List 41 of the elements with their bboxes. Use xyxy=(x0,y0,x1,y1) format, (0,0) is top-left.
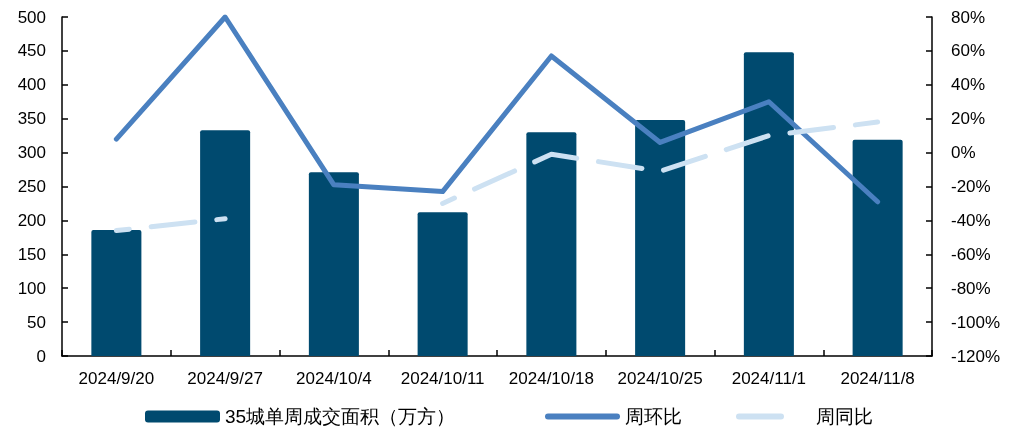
x-tick-label: 2024/10/18 xyxy=(508,369,594,388)
y2-tick-label: -120% xyxy=(951,346,1001,366)
bar xyxy=(526,132,577,356)
y-tick-label: 450 xyxy=(17,41,46,61)
x-tick-label: 2024/10/11 xyxy=(400,369,485,388)
y-tick-label: 300 xyxy=(17,143,46,163)
y-tick-label: 350 xyxy=(17,109,46,129)
y-tick-label: 150 xyxy=(17,244,46,264)
x-tick-label: 2024/9/27 xyxy=(187,369,263,388)
y-tick-label: 400 xyxy=(17,75,46,95)
legend-label: 周环比 xyxy=(625,406,682,427)
y2-tick-label: 0% xyxy=(951,143,976,163)
x-tick-label: 2024/11/8 xyxy=(840,369,915,388)
y2-tick-label: -100% xyxy=(951,312,1001,332)
x-tick-label: 2024/9/20 xyxy=(78,369,155,388)
y2-tick-label: 40% xyxy=(951,75,986,95)
legend-label: 35城单周成交面积（万方） xyxy=(225,406,456,427)
bar xyxy=(852,139,903,356)
y-tick-label: 250 xyxy=(17,177,46,196)
x-tick-label: 2024/10/4 xyxy=(296,369,372,388)
y-tick-label: 0 xyxy=(36,346,46,366)
y-tick-label: 100 xyxy=(17,278,46,298)
x-tick-label: 2024/10/25 xyxy=(617,369,703,388)
y2-tick-label: -80% xyxy=(951,278,991,298)
bar xyxy=(417,212,468,356)
y2-tick-label: 80% xyxy=(951,7,986,27)
y2-tick-label: -20% xyxy=(951,177,991,196)
bar xyxy=(743,52,794,356)
y-tick-label: 50 xyxy=(27,312,46,332)
y2-tick-label: 20% xyxy=(951,109,986,129)
y2-tick-label: -60% xyxy=(951,244,991,264)
y2-tick-label: -40% xyxy=(951,210,991,230)
y-tick-label: 500 xyxy=(17,7,46,27)
legend-label: 周同比 xyxy=(816,406,873,427)
bar xyxy=(200,130,251,356)
bar xyxy=(635,120,686,356)
bar xyxy=(308,172,359,356)
x-tick-label: 2024/11/1 xyxy=(731,369,807,388)
y2-tick-label: 60% xyxy=(951,41,986,61)
y-tick-label: 200 xyxy=(17,210,46,230)
bar xyxy=(91,229,142,356)
